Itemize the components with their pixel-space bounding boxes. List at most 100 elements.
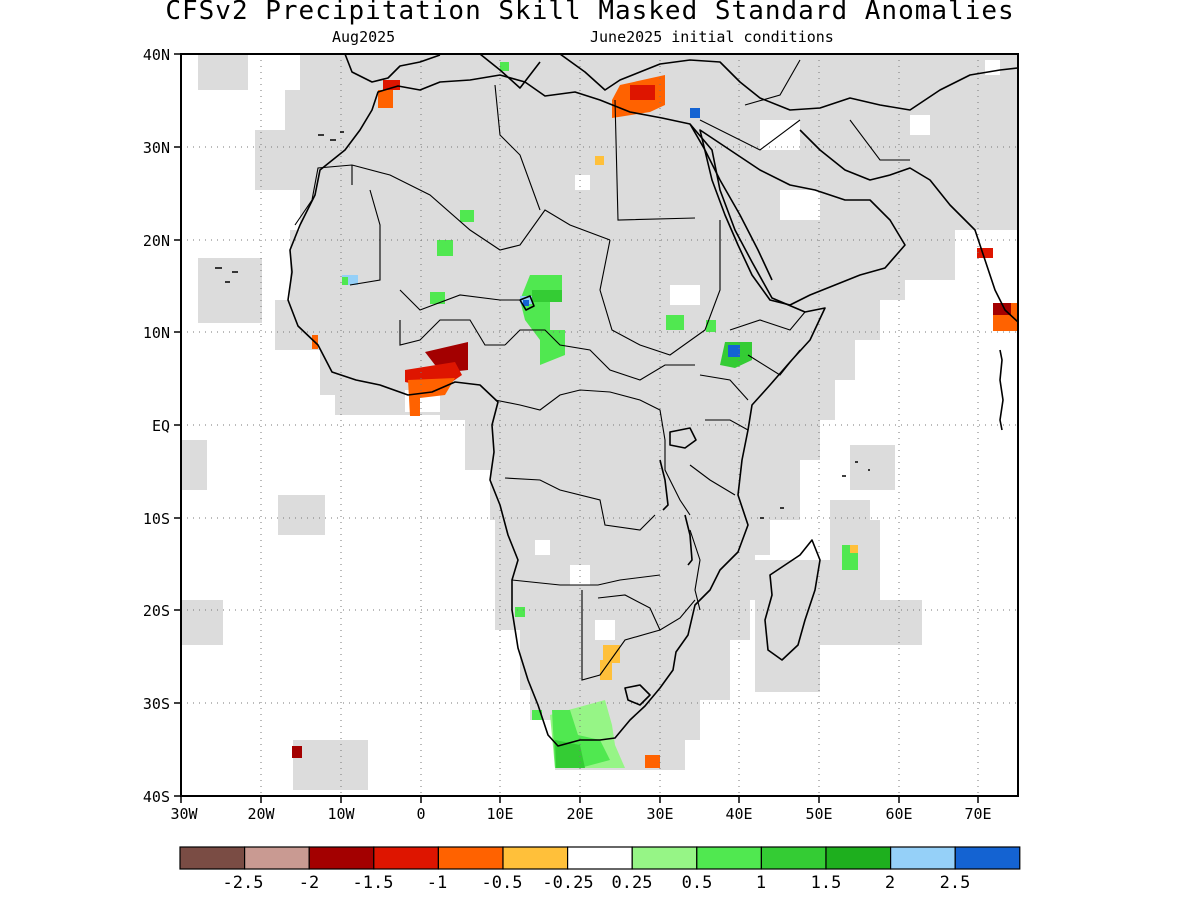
mask-south-atlantic	[278, 495, 325, 535]
border-east-africa	[689, 374, 749, 496]
colorbar-label: -1.5	[353, 873, 394, 893]
chart-title: CFSv2 Precipitation Skill Masked Standar…	[165, 0, 1015, 26]
mask-southwest-atlantic	[293, 740, 368, 790]
colorbar-swatch	[566, 846, 633, 870]
anomaly-cell	[728, 345, 740, 357]
anomaly-cell	[555, 740, 585, 768]
mask-africa-europe	[198, 54, 1018, 770]
anomaly-cell	[977, 248, 993, 258]
africa-coastline	[287, 74, 826, 747]
colorbar-labels: -2.5 -2 -1.5 -1 -0.5 -0.25 0.25 0.5 1 1.…	[223, 873, 971, 893]
mask-atlantic-20s	[181, 600, 223, 645]
colorbar-swatch	[502, 846, 569, 870]
lat-label: 40S	[143, 788, 170, 806]
lat-label: 20N	[143, 232, 170, 250]
anomaly-cell	[690, 108, 700, 118]
colorbar-swatch	[373, 846, 439, 870]
lat-label: 40N	[143, 46, 170, 64]
maldives	[999, 349, 1004, 431]
anomaly-cell	[500, 62, 509, 71]
latitude-labels: 40N 30N 20N 10N EQ 10S 20S 30S 40S	[143, 46, 170, 806]
border-central-africa	[504, 329, 695, 381]
comoros-seychelles	[760, 461, 870, 519]
longitude-labels: 30W 20W 10W 0 10E 20E 30E 40E 50E 60E 70…	[170, 805, 991, 823]
anomaly-cell	[383, 80, 400, 90]
anomaly-cell	[645, 755, 660, 768]
country-borders	[294, 59, 910, 681]
colorbar-swatch	[244, 846, 310, 870]
initial-conditions-label: June2025 initial conditions	[590, 28, 834, 46]
colorbar: -2.5 -2 -1.5 -1 -0.5 -0.25 0.25 0.5 1 1.…	[179, 846, 1021, 893]
colorbar-label: 2.5	[940, 873, 971, 893]
colorbar-label: 2	[885, 873, 895, 893]
colorbar-swatch	[631, 846, 698, 870]
border-middle-east	[699, 59, 910, 161]
mask-madagascar-sea	[755, 500, 922, 692]
coastlines	[215, 54, 1018, 747]
border-congo-angola	[504, 477, 656, 531]
lat-label: 20S	[143, 602, 170, 620]
border-guinea-coast	[399, 319, 505, 346]
lat-lon-grid	[181, 54, 1018, 796]
anomaly-cell	[523, 300, 529, 306]
lake-malawi	[684, 514, 693, 566]
anomaly-cell	[532, 290, 562, 302]
colorbar-swatch	[954, 846, 1021, 870]
anomaly-cell	[425, 342, 468, 372]
lat-label: 10N	[143, 324, 170, 342]
anomaly-cell	[532, 710, 542, 720]
border-algeria-libya	[494, 84, 541, 211]
hole-angola	[535, 540, 550, 555]
anomaly-cell	[342, 275, 358, 285]
colorbar-label: -1	[427, 873, 447, 893]
colorbar-label: -0.5	[482, 873, 523, 893]
anomaly-cell	[378, 90, 393, 108]
lat-label: EQ	[152, 417, 170, 435]
lat-label: 30S	[143, 695, 170, 713]
lake-victoria	[669, 427, 697, 449]
lon-label: 30W	[170, 805, 198, 823]
border-southern-africa	[581, 590, 696, 681]
border-sudan	[599, 220, 721, 356]
lat-label: 30N	[143, 139, 170, 157]
border-west-africa	[294, 164, 520, 311]
lon-label: 0	[416, 805, 425, 823]
anomaly-cell	[292, 746, 302, 758]
lat-label: 10S	[143, 510, 170, 528]
south-africa-lesotho	[624, 684, 651, 706]
border-libya-egypt	[614, 99, 696, 221]
border-angola-namibia	[511, 574, 661, 586]
lon-label: 20W	[247, 805, 275, 823]
mask-west-atlantic-b	[181, 440, 207, 490]
colorbar-label: -2	[299, 873, 319, 893]
lon-label: 60E	[885, 805, 912, 823]
colorbar-label: -0.25	[542, 873, 593, 893]
hole-botswana	[595, 620, 615, 640]
persian-gulf-coastline	[799, 129, 1018, 323]
colorbar-swatch	[889, 846, 956, 870]
border-botswana	[597, 594, 661, 631]
arabia-coastline	[699, 129, 906, 306]
hole-namibia	[570, 565, 590, 585]
mask-indian-ocean-a	[850, 445, 895, 490]
colorbar-swatches	[179, 846, 1021, 870]
hole-arabia	[780, 190, 820, 220]
anomaly-cell	[595, 156, 604, 165]
colorbar-swatch	[696, 846, 762, 870]
canary-islands	[318, 131, 344, 141]
lon-label: 30E	[646, 805, 673, 823]
colorbar-label: 1.5	[811, 873, 842, 893]
lake-chad	[519, 295, 535, 311]
anomaly-cell	[430, 292, 445, 304]
colorbar-swatch	[437, 846, 504, 870]
lon-label: 10W	[327, 805, 355, 823]
red-sea-coastline	[689, 123, 773, 281]
lon-label: 20E	[566, 805, 593, 823]
hole-sahel	[670, 285, 700, 305]
border-ethiopia-somalia	[729, 311, 806, 376]
lon-label: 40E	[725, 805, 752, 823]
colorbar-swatch	[308, 846, 375, 870]
colorbar-label: 0.25	[612, 873, 653, 893]
border-mozambique	[689, 529, 701, 611]
anomaly-cell	[850, 545, 858, 553]
